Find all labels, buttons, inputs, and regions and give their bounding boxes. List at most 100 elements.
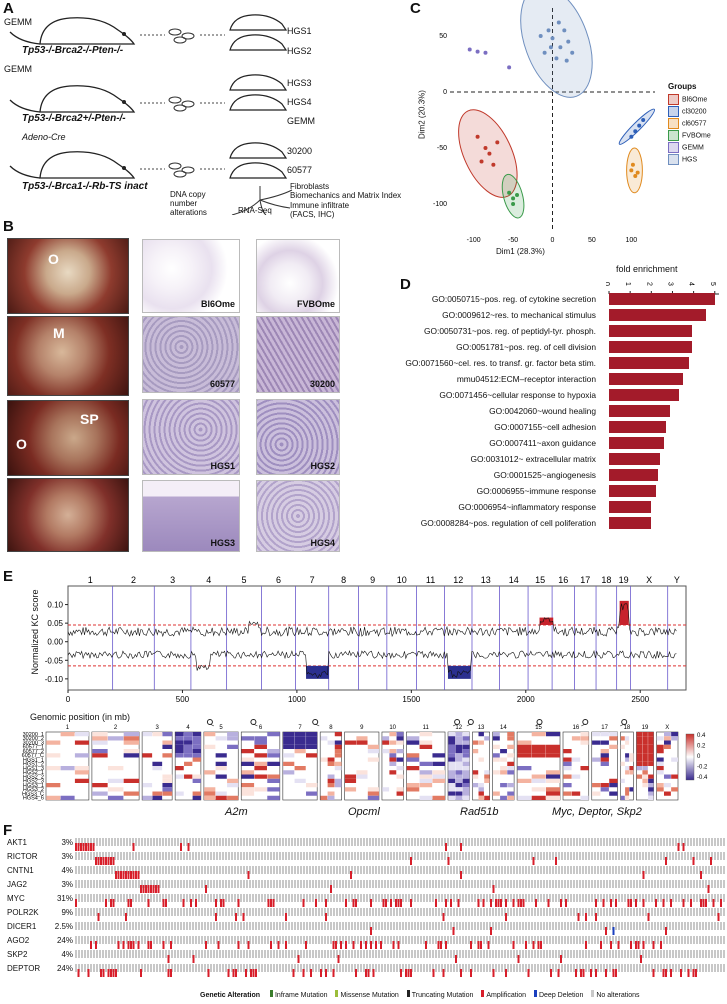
oncoprint-alteration xyxy=(217,941,220,949)
hist-label-fvbome: FVBOme xyxy=(296,299,335,309)
heatmap-cell xyxy=(648,740,654,745)
go-bar xyxy=(609,389,679,401)
heatmap-cell xyxy=(663,732,671,737)
oncoprint-alteration xyxy=(335,941,337,949)
oncoprint-gene-name: POLR2K xyxy=(7,908,39,917)
heatmap-cell xyxy=(419,732,433,737)
heatmap-cell xyxy=(294,740,306,745)
oncoprint-alteration xyxy=(120,871,122,879)
heatmap-cell xyxy=(432,770,446,775)
heatmap-cell xyxy=(629,753,634,758)
go-bar xyxy=(609,517,652,529)
heatmap-cell xyxy=(546,787,561,792)
kc-amplification-fill xyxy=(539,617,554,625)
heatmap-cell xyxy=(267,787,280,792)
oncoprint-alteration xyxy=(370,927,372,935)
histology-30200: 30200 xyxy=(256,316,340,393)
heatmap-cell xyxy=(162,787,173,792)
pca-point-hgs xyxy=(556,20,561,25)
heatmap-cell xyxy=(507,791,515,796)
heatmap-cell xyxy=(419,770,433,775)
heatmap-cell xyxy=(563,783,572,788)
heatmap-cell xyxy=(367,791,379,796)
oncoprint-alteration xyxy=(610,941,612,949)
oncoprint-alteration xyxy=(365,969,367,977)
oncoprint-track xyxy=(75,964,725,977)
oncoprint-alteration xyxy=(480,941,482,949)
heatmap-cell xyxy=(609,778,618,783)
heatmap-cell xyxy=(107,795,124,800)
heatmap-cell xyxy=(546,791,561,796)
heatmap-cell xyxy=(419,774,433,779)
heatmap-colorbar xyxy=(685,733,695,781)
pca-point-bl6ome xyxy=(479,159,484,164)
legend-label: GEMM xyxy=(682,144,704,152)
heatmap-cell xyxy=(320,795,328,800)
heatmap-cell xyxy=(92,783,108,788)
kc-xtick-label: 2500 xyxy=(631,695,649,704)
heatmap-cell xyxy=(204,744,216,749)
heatmap-cell xyxy=(283,744,295,749)
legend-label: FVBOme xyxy=(682,132,711,140)
oncoprint-alteration xyxy=(540,941,542,949)
oncoprint-row: POLR2K 9% xyxy=(7,908,725,921)
heatmap-cell xyxy=(492,736,500,741)
kc-xtick-label: 500 xyxy=(176,695,190,704)
heatmap-cell xyxy=(204,791,216,796)
heatmap-cell xyxy=(531,774,546,779)
oncoprint-alteration xyxy=(365,941,367,949)
heatmap-chrom-label: 9 xyxy=(360,725,364,731)
oncoprint-alteration xyxy=(665,857,667,865)
heatmap-cell xyxy=(656,787,664,792)
legend-inframe: Inframe Mutation xyxy=(274,992,328,999)
oncoprint-alteration xyxy=(305,941,307,949)
oncoprint-alteration xyxy=(75,899,77,907)
heatmap-cell xyxy=(478,791,484,796)
go-bar xyxy=(609,469,658,481)
heatmap-cell xyxy=(406,757,420,762)
heatmap-cell xyxy=(656,744,664,749)
oncoprint-legend: Genetic Alteration Inframe Mutation Miss… xyxy=(200,990,640,999)
heatmap-cell xyxy=(462,740,470,745)
heatmap-cell xyxy=(500,783,507,788)
oncoprint-alteration xyxy=(102,857,105,865)
oncoprint-alteration xyxy=(235,913,237,921)
heatmap-cell xyxy=(636,736,643,741)
output-biomechanics: Biomechanics and Matrix Index xyxy=(290,191,402,200)
pca-ylabel: Dim2 (20.3%) xyxy=(417,90,427,139)
heatmap-cell xyxy=(448,744,456,749)
go-term-label: GO:0007155~cell adhesion xyxy=(494,422,596,432)
oncoprint-alteration xyxy=(460,969,462,977)
heatmap-cell xyxy=(448,753,456,758)
oncoprint-alteration xyxy=(115,969,117,977)
connector-line xyxy=(581,723,586,727)
heatmap-cell xyxy=(162,791,173,796)
heatmap-cell xyxy=(192,740,201,745)
heatmap-chrom-label: 1 xyxy=(66,725,70,731)
heatmap-cell xyxy=(580,732,589,737)
oncoprint-alteration xyxy=(147,885,150,893)
line-60577: 60577 xyxy=(287,165,313,175)
line-hgs3: HGS3 xyxy=(287,78,312,88)
heatmap-cell xyxy=(46,766,61,771)
mouse-icon xyxy=(9,17,136,179)
heatmap-cell xyxy=(625,740,630,745)
heatmap-cell xyxy=(175,732,184,737)
oncoprint-alteration xyxy=(605,969,607,977)
oncoprint-track xyxy=(75,936,725,949)
oncoprint-alteration xyxy=(125,871,127,879)
connector-circle xyxy=(621,719,628,725)
heatmap-cell xyxy=(642,778,648,783)
oncoprint-alteration xyxy=(170,969,172,977)
heatmap-cell xyxy=(448,783,456,788)
oncoprint-alteration xyxy=(682,843,685,851)
heatmap-row-label: 60577_C xyxy=(22,753,44,759)
oncoprint-alteration xyxy=(355,969,357,977)
heatmap-cell xyxy=(546,770,561,775)
oncoprint-alteration xyxy=(642,871,645,879)
oncoprint-legend-title: Genetic Alteration xyxy=(200,992,261,999)
heatmap-cell xyxy=(455,749,463,754)
oncoprint-alteration xyxy=(687,969,690,977)
heatmap-cell xyxy=(642,744,648,749)
hist-label-hgs4: HGS4 xyxy=(310,538,335,548)
